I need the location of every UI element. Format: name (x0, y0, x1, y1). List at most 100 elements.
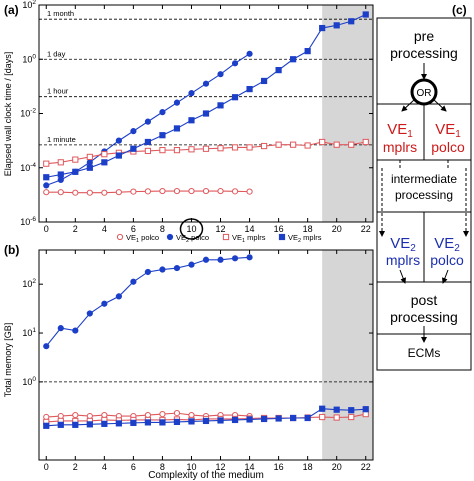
panel-a-data-point (188, 90, 195, 97)
panel-a-data-point (72, 189, 79, 196)
panel-a-data-point (57, 159, 64, 166)
panel-a-data-point (333, 141, 340, 148)
panel-b-x-tick-label: 2 (73, 462, 78, 472)
panel-b-data-point (173, 418, 181, 426)
ve1-mplrs-title: VE1 (387, 121, 413, 140)
panel-a-data-point (159, 109, 166, 116)
legend-marker (166, 233, 174, 241)
panel-a-data-point (202, 80, 210, 87)
panel-b-label: (b) (4, 243, 19, 257)
panel-a-data-point (202, 110, 210, 117)
preprocessing-line1: pre (414, 28, 434, 44)
legend-marker (222, 233, 230, 241)
panel-a-data-point (362, 138, 369, 146)
ve1-polco-title: VE1 (435, 121, 461, 140)
panel-b-plot-frame (38, 249, 374, 461)
panel-a-reference-label: 1 day (47, 49, 66, 58)
panel-b-data-point (348, 413, 355, 421)
panel-a-data-point (57, 176, 64, 184)
panel-a-data-point (130, 145, 137, 152)
series-legend: VE1 polco VE2 polco VE1 mplrs VE2 mplrs (116, 233, 322, 244)
panel-a-data-point (202, 187, 210, 195)
panel-a-data-point (72, 168, 79, 175)
panel-b-data-point (275, 415, 282, 422)
arrow-ve2-left (399, 269, 407, 284)
ve1-polco-label: polco (431, 139, 465, 155)
panel-a-data-point (188, 187, 195, 195)
panel-a-data-point (130, 128, 137, 135)
panel-a-x-tick-label: 4 (102, 224, 107, 234)
panel-b-data-point (188, 418, 195, 425)
panel-a-x-tick-label: 8 (160, 224, 165, 234)
panel-b-data-point (130, 278, 137, 285)
panel-a-data-point (43, 182, 50, 189)
panel-a-y-tick-label: 10-4 (20, 162, 36, 173)
panel-b-x-tick-label: 18 (303, 462, 313, 472)
panel-a-y-tick-label: 10-6 (20, 216, 36, 227)
panel-b-memory-chart: (b) Total memory [GB] 100 101 102 0 2 4 6 8 10 1… (3, 243, 374, 481)
panel-a-data-point (319, 24, 326, 32)
panel-b-data-point (43, 422, 50, 429)
panel-a-data-point (72, 156, 79, 163)
ecms-label: ECMs (408, 346, 441, 360)
panel-a-data-point (159, 132, 166, 139)
panel-a-y-tick-label: 102 (22, 0, 36, 10)
panel-a-x-tick-label: 2 (73, 224, 78, 234)
panel-b-data-point (57, 421, 64, 428)
panel-b-data-point (173, 410, 181, 417)
panel-a-data-point (231, 94, 239, 101)
panel-c-label: (c) (452, 3, 467, 17)
panel-b-data-point (159, 266, 166, 273)
panel-a-label: (a) (4, 3, 19, 17)
preprocessing-line2: processing (390, 45, 458, 61)
panel-b-data-point (202, 417, 210, 425)
panel-a-reference-label: 1 minute (47, 135, 76, 144)
panel-a-data-point (130, 188, 137, 195)
panel-a-data-point (101, 189, 108, 196)
panel-a-y-tick-label: 100 (22, 53, 36, 64)
panel-b-y-tick-label: 102 (22, 278, 36, 289)
panel-a-data-point (86, 159, 93, 166)
panel-a-data-point (246, 85, 253, 93)
panel-b-data-point (319, 413, 326, 421)
panel-a-data-point (275, 141, 282, 148)
panel-a-data-point (144, 188, 152, 195)
panel-a-data-point (246, 50, 253, 57)
panel-b-data-point (101, 420, 108, 427)
panel-b-data-point (217, 417, 224, 424)
panel-a-x-tick-label: 22 (361, 224, 371, 234)
panel-a-data-point (231, 60, 239, 67)
panel-a-data-point (159, 147, 166, 154)
panel-a-data-point (246, 188, 253, 195)
panel-a-data-point (115, 189, 122, 196)
panel-b-y-axis-label: Total memory [GB] (3, 323, 13, 398)
panel-b-data-point (319, 405, 326, 412)
panel-b-data-point (72, 411, 79, 419)
panel-c-flowchart: (c) pre processing OR VE1 mplrs VE1 polc… (376, 3, 472, 371)
panel-a-data-point (217, 187, 224, 195)
panel-b-data-point (43, 343, 50, 350)
panel-b-data-point (173, 264, 181, 272)
legend-label: VE2 polco (176, 233, 209, 244)
panel-b-data-point (86, 310, 93, 317)
panel-b-x-tick-label: 4 (102, 462, 107, 472)
post-line2: processing (390, 309, 458, 325)
panel-b-x-tick-label: 16 (274, 462, 284, 472)
panel-a-data-point (202, 145, 210, 152)
panel-b-x-tick-label: 14 (245, 462, 255, 472)
panel-b-data-point (202, 256, 210, 263)
panel-a-data-point (304, 142, 311, 149)
panel-a-x-tick-label: 20 (332, 224, 342, 234)
panel-a-data-point (188, 146, 195, 153)
panel-b-shaded-region (322, 250, 373, 460)
panel-a-shaded-region (322, 5, 373, 222)
panel-b-x-tick-label: 12 (216, 462, 226, 472)
panel-a-data-point (188, 117, 195, 124)
legend-marker (116, 233, 124, 241)
panel-a-x-tick-label: 16 (274, 224, 284, 234)
panel-a-data-point (115, 137, 122, 144)
panel-b-data-point (72, 421, 79, 428)
panel-b-data-point (115, 293, 122, 300)
panel-a-data-point (217, 145, 224, 152)
panel-b-data-point (304, 414, 311, 422)
